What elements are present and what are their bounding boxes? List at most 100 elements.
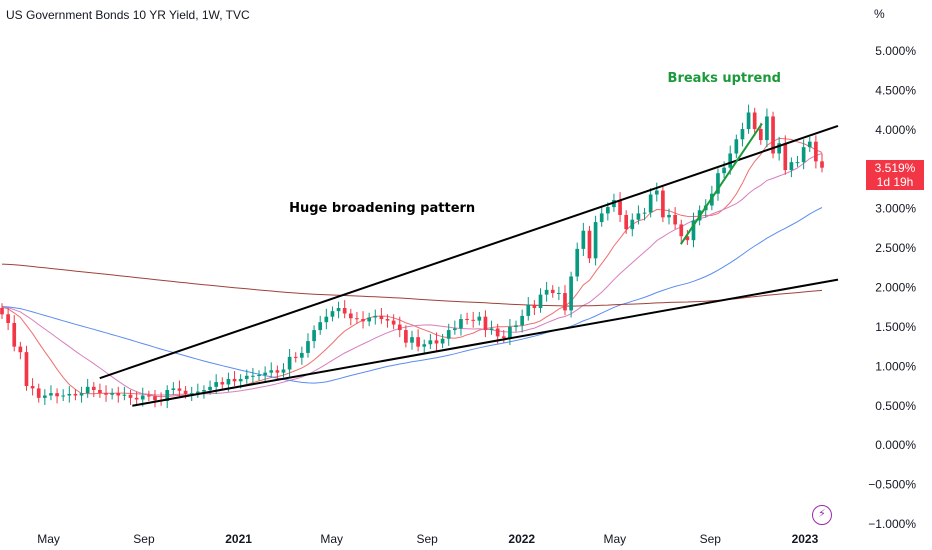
candle-body (183, 390, 188, 394)
candle-body (765, 116, 769, 141)
candle-body (801, 147, 806, 163)
candle-body (777, 143, 781, 154)
candle-body (269, 370, 274, 373)
candle-body (471, 319, 476, 321)
candle-body (740, 129, 745, 140)
candle-body (342, 307, 347, 314)
x-tick-label: 2021 (225, 532, 252, 546)
candle-body (6, 314, 10, 323)
x-tick-label: May (320, 532, 343, 546)
last-price-value: 3.519% (874, 161, 916, 175)
candle-body (642, 212, 647, 214)
candle-body (734, 139, 739, 154)
candle-body (575, 248, 580, 277)
candle-body (508, 326, 512, 338)
candle-body (287, 356, 292, 370)
candle-body (624, 214, 629, 230)
candle-body (654, 190, 659, 195)
candle-body (12, 322, 17, 347)
candles (0, 104, 824, 409)
candle-body (820, 161, 824, 168)
candle-body (746, 112, 751, 130)
candle-body (569, 276, 573, 311)
candle-body (300, 352, 304, 358)
candle-body (214, 382, 219, 387)
candle-body (679, 224, 684, 237)
candle-body (18, 346, 23, 353)
candle-body (61, 395, 66, 397)
candle-body (318, 322, 323, 331)
candle-body (30, 386, 35, 389)
y-axis-unit: % (874, 7, 885, 21)
candle-body (140, 395, 145, 400)
candle-body (538, 294, 543, 308)
candle-body (618, 199, 622, 215)
x-tick-label: May (604, 532, 627, 546)
candle-body (324, 316, 329, 323)
candle-body (428, 340, 433, 345)
candle-body (783, 143, 788, 171)
candle-body (98, 389, 102, 394)
y-tick-label: 0.000% (875, 438, 916, 452)
candle-body (807, 141, 812, 148)
x-tick-label: 2022 (508, 532, 535, 546)
candle-body (85, 386, 90, 394)
candle-body (116, 393, 121, 396)
candle-body (532, 304, 537, 308)
last-price-badge: 3.519% 1d 19h (866, 160, 924, 190)
candle-body (404, 330, 408, 343)
ma_fast-line (1, 137, 823, 398)
candle-body (477, 316, 482, 321)
candle-body (397, 324, 402, 331)
candle-body (446, 330, 451, 339)
candle-body (330, 311, 335, 317)
lightning-icon[interactable]: ⚡ (812, 505, 832, 525)
candle-body (134, 397, 139, 400)
candle-body (348, 313, 353, 319)
candle-body (716, 173, 720, 194)
candle-body (153, 396, 157, 401)
y-tick-label: 1.500% (875, 320, 916, 334)
breaks-uptrend-label: Breaks uptrend (668, 71, 781, 86)
y-tick-label: 2.500% (875, 241, 916, 255)
candle-body (814, 141, 818, 162)
candle-body (355, 318, 359, 320)
candle-body (238, 378, 243, 382)
candle-body (410, 337, 414, 343)
ma_pink-line (1, 152, 823, 396)
y-tick-label: 4.500% (875, 83, 916, 97)
candle-body (795, 162, 800, 164)
candle-body (599, 213, 604, 223)
candle-body (605, 207, 610, 214)
candle-body (526, 304, 531, 316)
candle-body (379, 315, 384, 320)
y-tick-label: −0.500% (868, 478, 916, 492)
candle-body (275, 370, 280, 373)
candle-body (593, 222, 598, 259)
candle-body (587, 230, 592, 259)
candle-body (195, 391, 200, 394)
candle-body (489, 328, 494, 331)
candle-body (459, 319, 463, 329)
candle-body (165, 389, 170, 402)
y-tick-label: −1.000% (868, 517, 916, 531)
candle-body (667, 214, 671, 218)
candle-body (685, 236, 690, 241)
candle-body (483, 316, 488, 331)
candle-body (373, 315, 378, 318)
candle-body (0, 307, 4, 315)
candle-body (220, 382, 225, 385)
y-tick-label: 1.000% (875, 359, 916, 373)
x-tick-label: Sep (416, 532, 438, 546)
candle-body (91, 386, 96, 390)
candle-body (557, 293, 561, 295)
candle-body (244, 375, 249, 379)
y-tick-label: 4.000% (875, 123, 916, 137)
candle-body (226, 378, 231, 385)
x-tick-label: Sep (700, 532, 722, 546)
candle-body (67, 393, 72, 396)
candle-body (758, 129, 763, 141)
candle-body (691, 220, 696, 241)
candle-body (263, 372, 267, 376)
